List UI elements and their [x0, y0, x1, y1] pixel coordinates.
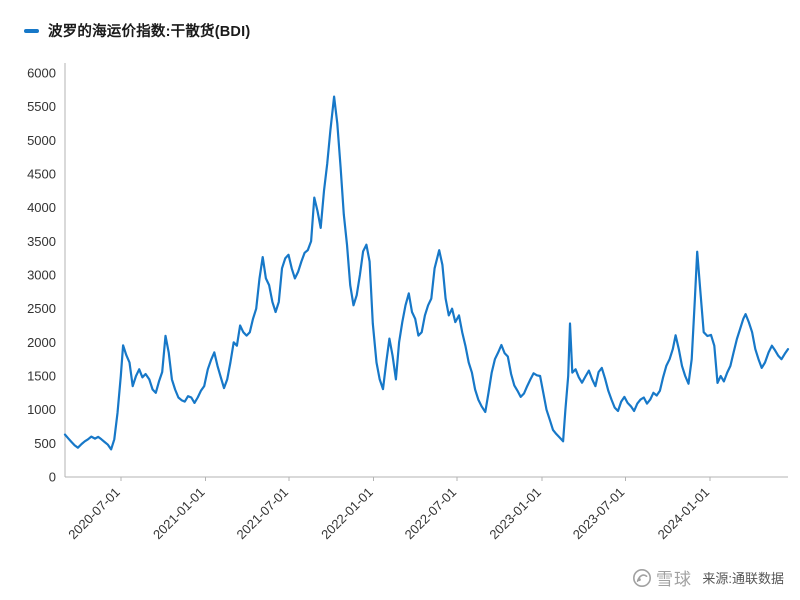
x-tick-label: 2023-07-01: [570, 485, 628, 543]
source-text: 来源:通联数据: [702, 571, 784, 586]
y-tick-label: 4000: [27, 200, 56, 215]
bdi-line-chart: 0 500 1000 1500 2000 2500 3000 3500 4000 4500 5000…: [27, 63, 790, 543]
y-tick-label: 3500: [27, 234, 56, 249]
y-tick-label: 500: [34, 436, 56, 451]
x-tick-label: 2023-01-01: [486, 485, 544, 543]
y-tick-label: 3000: [27, 268, 56, 283]
y-tick-label: 2500: [27, 301, 56, 316]
x-tick-label: 2024-01-01: [655, 485, 713, 543]
y-tick-label: 1500: [27, 369, 56, 384]
y-tick-label: 1000: [27, 402, 56, 417]
bdi-series-line: [63, 95, 790, 451]
x-tick-label: 2021-07-01: [233, 485, 291, 543]
x-tick-label: 2022-07-01: [402, 485, 460, 543]
legend-line-swatch: [24, 28, 39, 33]
y-tick-label: 5500: [27, 99, 56, 114]
xueqiu-watermark: 雪球: [632, 565, 692, 590]
y-tick-label: 5000: [27, 133, 56, 148]
footer: 雪球 来源:通联数据: [544, 564, 784, 592]
watermark-text: 雪球: [656, 570, 692, 589]
x-tick-label: 2022-01-01: [318, 485, 376, 543]
y-tick-label: 2000: [27, 335, 56, 350]
y-tick-label: 6000: [27, 66, 56, 81]
xueqiu-logo-icon: [632, 568, 652, 588]
x-tick-label: 2020-07-01: [65, 485, 123, 543]
y-tick-label: 0: [49, 470, 56, 485]
x-tick-label: 2021-01-01: [150, 485, 208, 543]
legend: 波罗的海运价指数:干散货(BDI): [24, 20, 250, 41]
legend-label: 波罗的海运价指数:干散货(BDI): [48, 24, 251, 40]
y-tick-label: 4500: [27, 167, 56, 182]
